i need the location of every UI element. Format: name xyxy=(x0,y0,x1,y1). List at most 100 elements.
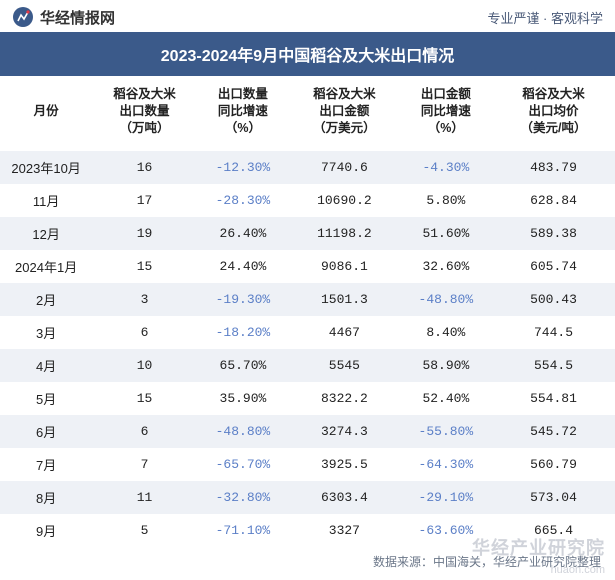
cell-amt: 9086.1 xyxy=(289,250,400,283)
col-header-4: 出口金额同比增速（%） xyxy=(400,76,492,151)
cell-qty-yoy: -19.30% xyxy=(197,283,289,316)
col-header-2: 出口数量同比增速（%） xyxy=(197,76,289,151)
cell-amt-yoy: 52.40% xyxy=(400,382,492,415)
cell-month: 9月 xyxy=(0,514,92,547)
col-header-1: 稻谷及大米出口数量（万吨） xyxy=(92,76,197,151)
cell-amt: 10690.2 xyxy=(289,184,400,217)
cell-price: 554.81 xyxy=(492,382,615,415)
cell-qty-yoy: 24.40% xyxy=(197,250,289,283)
cell-price: 554.5 xyxy=(492,349,615,382)
table-row: 8月11-32.80%6303.4-29.10%573.04 xyxy=(0,481,615,514)
cell-month: 6月 xyxy=(0,415,92,448)
topbar: 华经情报网 专业严谨 · 客观科学 xyxy=(0,0,615,32)
cell-amt: 1501.3 xyxy=(289,283,400,316)
cell-amt: 11198.2 xyxy=(289,217,400,250)
cell-qty-yoy: -65.70% xyxy=(197,448,289,481)
cell-price: 545.72 xyxy=(492,415,615,448)
cell-amt-yoy: 51.60% xyxy=(400,217,492,250)
cell-month: 12月 xyxy=(0,217,92,250)
brand: 华经情报网 xyxy=(12,6,115,28)
cell-amt: 5545 xyxy=(289,349,400,382)
data-table: 月份稻谷及大米出口数量（万吨）出口数量同比增速（%）稻谷及大米出口金额（万美元）… xyxy=(0,76,615,547)
cell-qty-yoy: -12.30% xyxy=(197,151,289,184)
cell-price: 665.4 xyxy=(492,514,615,547)
cell-amt: 6303.4 xyxy=(289,481,400,514)
cell-qty: 16 xyxy=(92,151,197,184)
table-row: 7月7-65.70%3925.5-64.30%560.79 xyxy=(0,448,615,481)
cell-price: 589.38 xyxy=(492,217,615,250)
cell-month: 2月 xyxy=(0,283,92,316)
table-row: 9月5-71.10%3327-63.60%665.4 xyxy=(0,514,615,547)
cell-price: 483.79 xyxy=(492,151,615,184)
brand-logo-icon xyxy=(12,6,34,28)
cell-qty: 17 xyxy=(92,184,197,217)
cell-amt: 8322.2 xyxy=(289,382,400,415)
cell-qty: 3 xyxy=(92,283,197,316)
cell-amt: 3925.5 xyxy=(289,448,400,481)
cell-qty-yoy: 35.90% xyxy=(197,382,289,415)
cell-qty: 7 xyxy=(92,448,197,481)
cell-amt-yoy: -64.30% xyxy=(400,448,492,481)
brand-name: 华经情报网 xyxy=(40,7,115,28)
cell-amt-yoy: -63.60% xyxy=(400,514,492,547)
cell-qty-yoy: 65.70% xyxy=(197,349,289,382)
cell-amt-yoy: 5.80% xyxy=(400,184,492,217)
col-header-3: 稻谷及大米出口金额（万美元） xyxy=(289,76,400,151)
cell-amt-yoy: -55.80% xyxy=(400,415,492,448)
page-title: 2023-2024年9月中国稻谷及大米出口情况 xyxy=(0,32,615,76)
cell-qty: 6 xyxy=(92,316,197,349)
data-table-wrap: 月份稻谷及大米出口数量（万吨）出口数量同比增速（%）稻谷及大米出口金额（万美元）… xyxy=(0,76,615,547)
cell-price: 573.04 xyxy=(492,481,615,514)
cell-qty-yoy: -71.10% xyxy=(197,514,289,547)
table-row: 6月6-48.80%3274.3-55.80%545.72 xyxy=(0,415,615,448)
cell-price: 500.43 xyxy=(492,283,615,316)
data-source: 数据来源：中国海关，华经产业研究院整理 xyxy=(0,547,615,570)
cell-month: 3月 xyxy=(0,316,92,349)
table-row: 2023年10月16-12.30%7740.6-4.30%483.79 xyxy=(0,151,615,184)
cell-qty-yoy: 26.40% xyxy=(197,217,289,250)
cell-qty-yoy: -32.80% xyxy=(197,481,289,514)
cell-month: 11月 xyxy=(0,184,92,217)
cell-amt: 3327 xyxy=(289,514,400,547)
cell-qty-yoy: -28.30% xyxy=(197,184,289,217)
cell-amt-yoy: -29.10% xyxy=(400,481,492,514)
cell-amt-yoy: 58.90% xyxy=(400,349,492,382)
cell-price: 628.84 xyxy=(492,184,615,217)
table-row: 3月6-18.20%44678.40%744.5 xyxy=(0,316,615,349)
cell-amt-yoy: -4.30% xyxy=(400,151,492,184)
brand-tagline: 专业严谨 · 客观科学 xyxy=(487,8,603,27)
cell-price: 744.5 xyxy=(492,316,615,349)
cell-amt-yoy: 32.60% xyxy=(400,250,492,283)
cell-month: 7月 xyxy=(0,448,92,481)
cell-price: 560.79 xyxy=(492,448,615,481)
table-body: 2023年10月16-12.30%7740.6-4.30%483.7911月17… xyxy=(0,151,615,547)
cell-qty: 6 xyxy=(92,415,197,448)
cell-amt: 3274.3 xyxy=(289,415,400,448)
cell-amt-yoy: -48.80% xyxy=(400,283,492,316)
table-row: 2024年1月1524.40%9086.132.60%605.74 xyxy=(0,250,615,283)
cell-amt: 4467 xyxy=(289,316,400,349)
cell-month: 2024年1月 xyxy=(0,250,92,283)
table-row: 2月3-19.30%1501.3-48.80%500.43 xyxy=(0,283,615,316)
cell-qty: 11 xyxy=(92,481,197,514)
cell-qty-yoy: -18.20% xyxy=(197,316,289,349)
table-row: 12月1926.40%11198.251.60%589.38 xyxy=(0,217,615,250)
cell-qty: 15 xyxy=(92,250,197,283)
col-header-0: 月份 xyxy=(0,76,92,151)
cell-amt-yoy: 8.40% xyxy=(400,316,492,349)
col-header-5: 稻谷及大米出口均价（美元/吨） xyxy=(492,76,615,151)
table-head: 月份稻谷及大米出口数量（万吨）出口数量同比增速（%）稻谷及大米出口金额（万美元）… xyxy=(0,76,615,151)
cell-month: 8月 xyxy=(0,481,92,514)
table-row: 11月17-28.30%10690.25.80%628.84 xyxy=(0,184,615,217)
table-row: 4月1065.70%554558.90%554.5 xyxy=(0,349,615,382)
cell-amt: 7740.6 xyxy=(289,151,400,184)
table-row: 5月1535.90%8322.252.40%554.81 xyxy=(0,382,615,415)
cell-month: 4月 xyxy=(0,349,92,382)
cell-qty: 15 xyxy=(92,382,197,415)
cell-month: 2023年10月 xyxy=(0,151,92,184)
cell-month: 5月 xyxy=(0,382,92,415)
cell-price: 605.74 xyxy=(492,250,615,283)
cell-qty: 10 xyxy=(92,349,197,382)
cell-qty: 19 xyxy=(92,217,197,250)
cell-qty-yoy: -48.80% xyxy=(197,415,289,448)
